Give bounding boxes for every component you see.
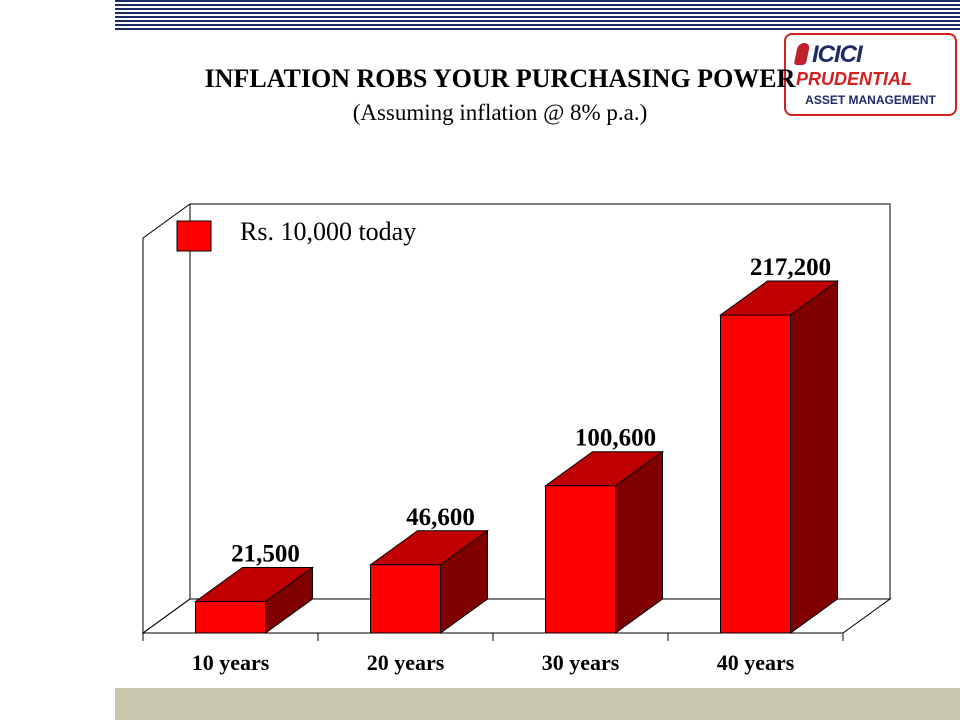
logo-brand: ICICI	[812, 41, 863, 68]
bar	[545, 485, 616, 634]
logo-sub: PRUDENTIAL	[796, 69, 912, 89]
header-stripes	[115, 0, 960, 30]
logo-tagline: ASSET MANAGEMENT	[805, 93, 936, 107]
slide-subtitle: (Assuming inflation @ 8% p.a.)	[352, 100, 648, 125]
data-label: 21,500	[231, 541, 300, 568]
bar	[720, 314, 791, 634]
bar	[370, 564, 441, 634]
bar-side	[790, 280, 838, 634]
chart-side-wall	[142, 203, 191, 634]
legend-label: Rs. 10,000 today	[240, 217, 416, 246]
slide-title: INFLATION ROBS YOUR PURCHASING POWER	[204, 64, 796, 93]
data-label: 100,600	[575, 425, 656, 452]
legend-swatch	[176, 220, 212, 252]
bar	[195, 601, 266, 634]
footer-band	[115, 688, 960, 720]
x-tick-label: 40 years	[717, 650, 795, 675]
data-label: 46,600	[406, 504, 475, 531]
company-logo: ICICI PRUDENTIAL ASSET MANAGEMENT	[784, 33, 957, 116]
x-tick-label: 30 years	[542, 650, 620, 675]
x-tick-label: 10 years	[192, 650, 270, 675]
x-tick-label: 20 years	[367, 650, 445, 675]
data-label: 217,200	[750, 254, 831, 281]
